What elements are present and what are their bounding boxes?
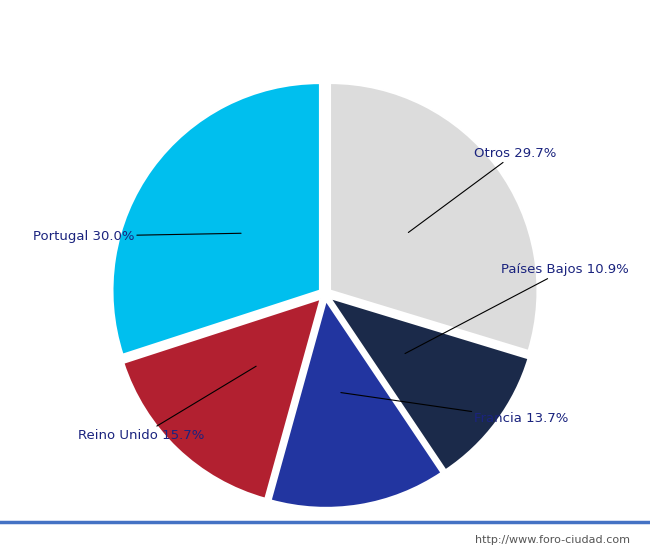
Wedge shape bbox=[270, 300, 441, 508]
Wedge shape bbox=[330, 298, 528, 470]
Text: Francia 13.7%: Francia 13.7% bbox=[341, 393, 569, 425]
Text: Reino Unido 15.7%: Reino Unido 15.7% bbox=[78, 366, 256, 442]
Text: Potes - Turistas extranjeros según país - Abril de 2024: Potes - Turistas extranjeros según país … bbox=[101, 23, 549, 41]
Text: http://www.foro-ciudad.com: http://www.foro-ciudad.com bbox=[476, 536, 630, 546]
Text: Portugal 30.0%: Portugal 30.0% bbox=[32, 230, 241, 243]
Wedge shape bbox=[112, 83, 320, 355]
Text: Países Bajos 10.9%: Países Bajos 10.9% bbox=[405, 263, 629, 354]
Text: Otros 29.7%: Otros 29.7% bbox=[408, 147, 557, 233]
Wedge shape bbox=[124, 299, 320, 499]
Wedge shape bbox=[330, 83, 538, 351]
